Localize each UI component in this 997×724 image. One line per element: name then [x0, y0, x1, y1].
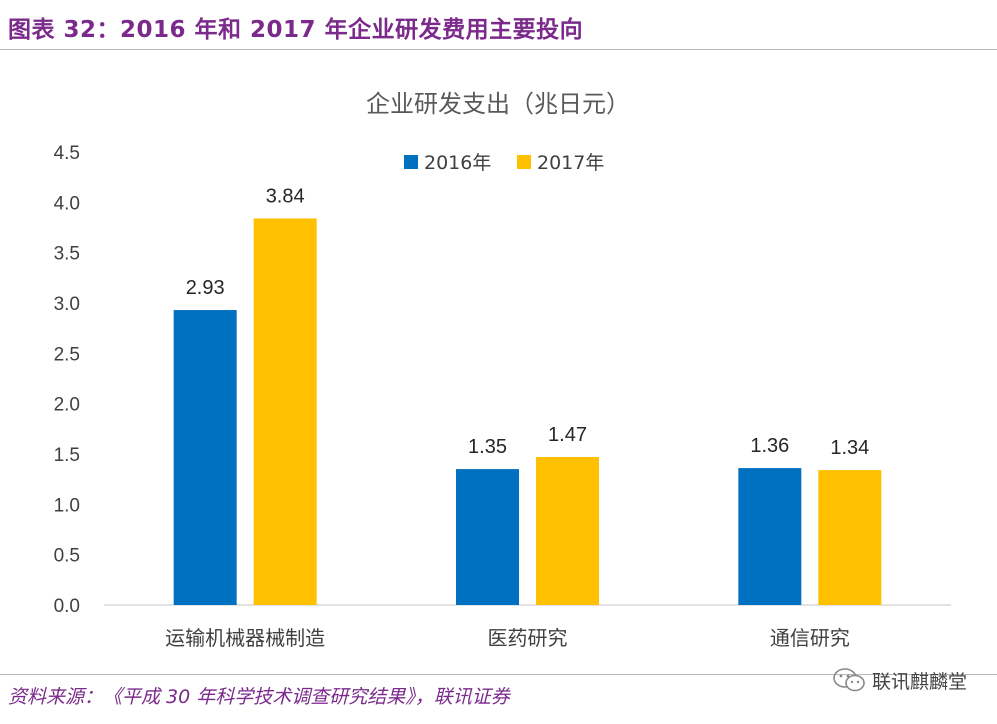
watermark: 联讯麒麟堂 [832, 666, 967, 694]
bar-2017 [818, 470, 882, 605]
wechat-icon [833, 668, 865, 692]
y-tick-label: 2.0 [54, 395, 80, 416]
chart-legend: 2016年 2017年 [404, 152, 604, 174]
chart-title: 企业研发支出（兆日元） [366, 90, 630, 118]
bar-series: 2.93 3.84 1.35 1.47 1.36 1.34 [173, 185, 882, 605]
bar-2017 [253, 218, 317, 605]
y-axis: 0.0 0.5 1.0 1.5 2.0 2.5 3.0 3.5 4.0 4.5 [54, 143, 80, 617]
bar-2017 [536, 457, 599, 605]
figure-title: 图表 32：2016 年和 2017 年企业研发费用主要投向 [8, 17, 584, 43]
data-label: 2.93 [186, 277, 225, 299]
source-note: 资料来源：《平成 30 年科学技术调查研究结果》，联讯证券 [8, 686, 510, 708]
y-tick-label: 3.0 [54, 294, 80, 315]
legend-swatch-2017 [517, 155, 531, 169]
bar-2016 [738, 468, 802, 605]
data-label: 1.35 [468, 436, 507, 458]
y-tick-label: 1.0 [54, 495, 80, 516]
y-tick-label: 0.5 [54, 546, 80, 567]
y-tick-label: 3.5 [54, 244, 80, 265]
x-axis-categories: 运输机械器械制造 医药研究 通信研究 [165, 626, 850, 650]
y-tick-label: 4.0 [54, 193, 80, 214]
watermark-text: 联讯麒麟堂 [871, 670, 967, 693]
data-label: 1.34 [830, 437, 869, 459]
bar-2016 [173, 310, 237, 605]
y-tick-label: 0.0 [54, 596, 80, 617]
y-tick-label: 1.5 [54, 445, 80, 466]
x-category-label: 通信研究 [770, 626, 850, 650]
data-label: 1.47 [548, 424, 587, 446]
bar-2016 [456, 469, 519, 605]
x-category-label: 医药研究 [488, 626, 568, 650]
y-tick-label: 4.5 [54, 143, 80, 164]
x-category-label: 运输机械器械制造 [165, 626, 325, 650]
data-label: 1.36 [750, 435, 789, 457]
legend-swatch-2016 [404, 155, 418, 169]
legend-label-2017: 2017年 [537, 152, 604, 174]
bar-chart: 企业研发支出（兆日元） 2016年 2017年 0.0 0.5 1.0 1.5 2.0 2… [54, 90, 951, 650]
data-label: 3.84 [266, 185, 305, 207]
legend-label-2016: 2016年 [424, 152, 491, 174]
footer-divider [0, 674, 997, 675]
y-tick-label: 2.5 [54, 344, 80, 365]
title-divider [0, 49, 997, 50]
